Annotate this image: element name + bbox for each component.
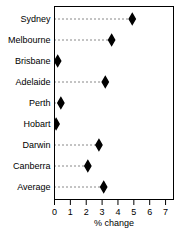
svg-text:Canberra: Canberra [13, 161, 51, 171]
svg-text:2: 2 [84, 207, 89, 217]
svg-text:7: 7 [163, 207, 168, 217]
svg-text:4: 4 [115, 207, 120, 217]
svg-text:Adelaide: Adelaide [15, 77, 50, 87]
svg-text:Darwin: Darwin [22, 140, 50, 150]
svg-text:Melbourne: Melbourne [8, 35, 51, 45]
svg-text:Sydney: Sydney [20, 14, 51, 24]
svg-text:% change: % change [94, 218, 134, 228]
svg-text:6: 6 [147, 207, 152, 217]
svg-text:Average: Average [17, 182, 50, 192]
svg-text:3: 3 [100, 207, 105, 217]
svg-text:Brisbane: Brisbane [15, 56, 51, 66]
svg-text:0: 0 [52, 207, 57, 217]
svg-text:1: 1 [68, 207, 73, 217]
svg-text:5: 5 [131, 207, 136, 217]
svg-text:Hobart: Hobart [23, 119, 51, 129]
svg-text:Perth: Perth [29, 98, 51, 108]
